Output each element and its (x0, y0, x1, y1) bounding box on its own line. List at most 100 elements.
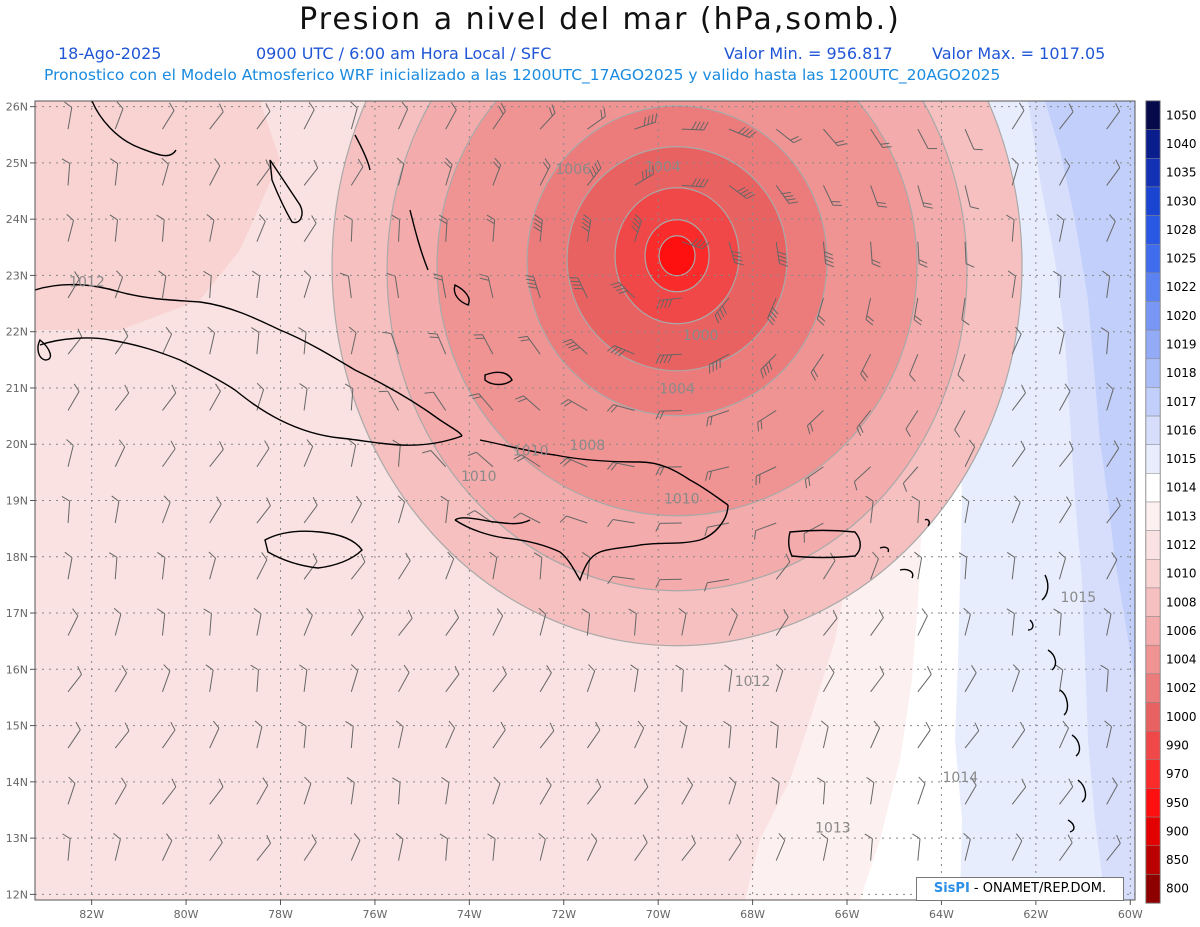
wind-barb (1055, 664, 1064, 692)
wind-barb (1011, 833, 1023, 861)
wind-barb (816, 297, 826, 326)
wind-barb (1059, 103, 1074, 130)
wind-barb (1059, 720, 1069, 749)
legend-swatch (1145, 644, 1161, 675)
wind-barb (66, 439, 74, 467)
cuba-coast-north (35, 283, 463, 437)
wind-barb (492, 666, 507, 693)
wind-barb (728, 776, 737, 805)
wind-barb (350, 101, 358, 130)
wind-barb (256, 103, 271, 130)
legend-swatch (1145, 559, 1161, 589)
zone-1017 (1045, 101, 1135, 680)
wind-barb (775, 128, 802, 144)
wind-barb (109, 214, 119, 242)
wind-barb (678, 608, 687, 636)
wind-barb (634, 165, 654, 186)
wind-barb (865, 495, 874, 524)
sispi-logo: SisPI (933, 881, 970, 896)
contour-label: 1010 (664, 491, 700, 507)
legend-label: 1013 (1166, 509, 1197, 523)
wind-barb (1056, 326, 1065, 355)
lon-tick-label: 60W (1118, 908, 1143, 921)
legend-label: 1000 (1166, 710, 1197, 724)
wind-barb (256, 552, 268, 580)
wind-barb (775, 664, 784, 692)
wind-barb (917, 185, 933, 209)
wind-barb (339, 272, 352, 299)
wind-barb (562, 338, 588, 355)
wind-barb (473, 334, 494, 355)
wind-barb (299, 664, 308, 692)
wind-barb (114, 777, 127, 805)
wind-barb (586, 833, 598, 861)
wind-barb (250, 664, 259, 692)
wind-barb (917, 608, 928, 636)
wind-barb (445, 609, 459, 636)
wind-barb (203, 270, 212, 298)
jamaica (264, 530, 363, 569)
credit-text: - ONAMET/REP.DOM. (973, 881, 1107, 896)
wind-barb (256, 497, 271, 524)
wind-barb (775, 553, 791, 580)
wind-barb (822, 185, 842, 206)
contour-label: 1014 (943, 770, 979, 786)
wind-barb (1106, 214, 1116, 242)
wind-barb (866, 776, 875, 805)
wind-barb (963, 832, 971, 861)
wind-barb (767, 297, 779, 326)
wind-barb (1106, 834, 1121, 861)
wind-barb (681, 777, 694, 805)
wind-barb (760, 353, 777, 379)
wind-barb (870, 241, 881, 268)
wind-barb (445, 665, 460, 693)
wind-barb (398, 101, 409, 130)
wind-barb (67, 271, 80, 299)
isla-juventud (37, 338, 52, 361)
wind-barb (206, 214, 215, 242)
bahamas-inagua (453, 284, 470, 306)
wind-barb (728, 608, 738, 636)
wind-barb (61, 495, 71, 524)
wind-barb (346, 776, 355, 805)
wind-barb (559, 457, 588, 468)
contour-labels: 1006 1004 1000 1004 1008 1010 1010 1010 1012 1012… (69, 159, 1096, 836)
wind-barb (586, 721, 601, 749)
wind-barb (445, 720, 456, 749)
wind-barb (439, 833, 449, 861)
legend-swatch (1145, 415, 1161, 445)
wind-barb (964, 128, 983, 151)
wind-barb (607, 519, 635, 528)
wind-barb (108, 552, 118, 580)
wind-barb (298, 327, 307, 355)
wind-barb (775, 185, 798, 204)
wind-barb (162, 833, 173, 861)
wind-barb (158, 270, 167, 299)
wind-barb (728, 241, 744, 266)
wind-barb (817, 777, 826, 805)
max-value: Valor Max. = 1017.05 (932, 44, 1106, 63)
wind-barb (1011, 326, 1022, 355)
wind-barb (424, 391, 447, 411)
haiti-peninsula (454, 517, 531, 525)
wind-barb (398, 609, 413, 636)
wind-barb (162, 721, 176, 749)
wind-barb (441, 776, 450, 805)
wind-barb (1007, 552, 1016, 580)
legend-swatch (1145, 158, 1161, 188)
contour-label: 1012 (735, 674, 771, 690)
wind-barb (539, 777, 552, 805)
lon-tick-label: 66W (835, 908, 860, 921)
legend-swatch (1145, 473, 1161, 503)
wind-barb (256, 214, 266, 242)
forecast-date: 18-Ago-2025 (58, 44, 162, 63)
wind-barb (161, 157, 169, 186)
wind-barb (1101, 270, 1111, 299)
wind-barb (822, 241, 835, 268)
lat-tick-label: 13N (6, 832, 28, 845)
legend-swatch (1145, 587, 1161, 617)
wind-barb (114, 665, 128, 693)
wind-barb (348, 439, 357, 467)
wind-barb (492, 608, 504, 636)
wind-barb (607, 461, 635, 471)
